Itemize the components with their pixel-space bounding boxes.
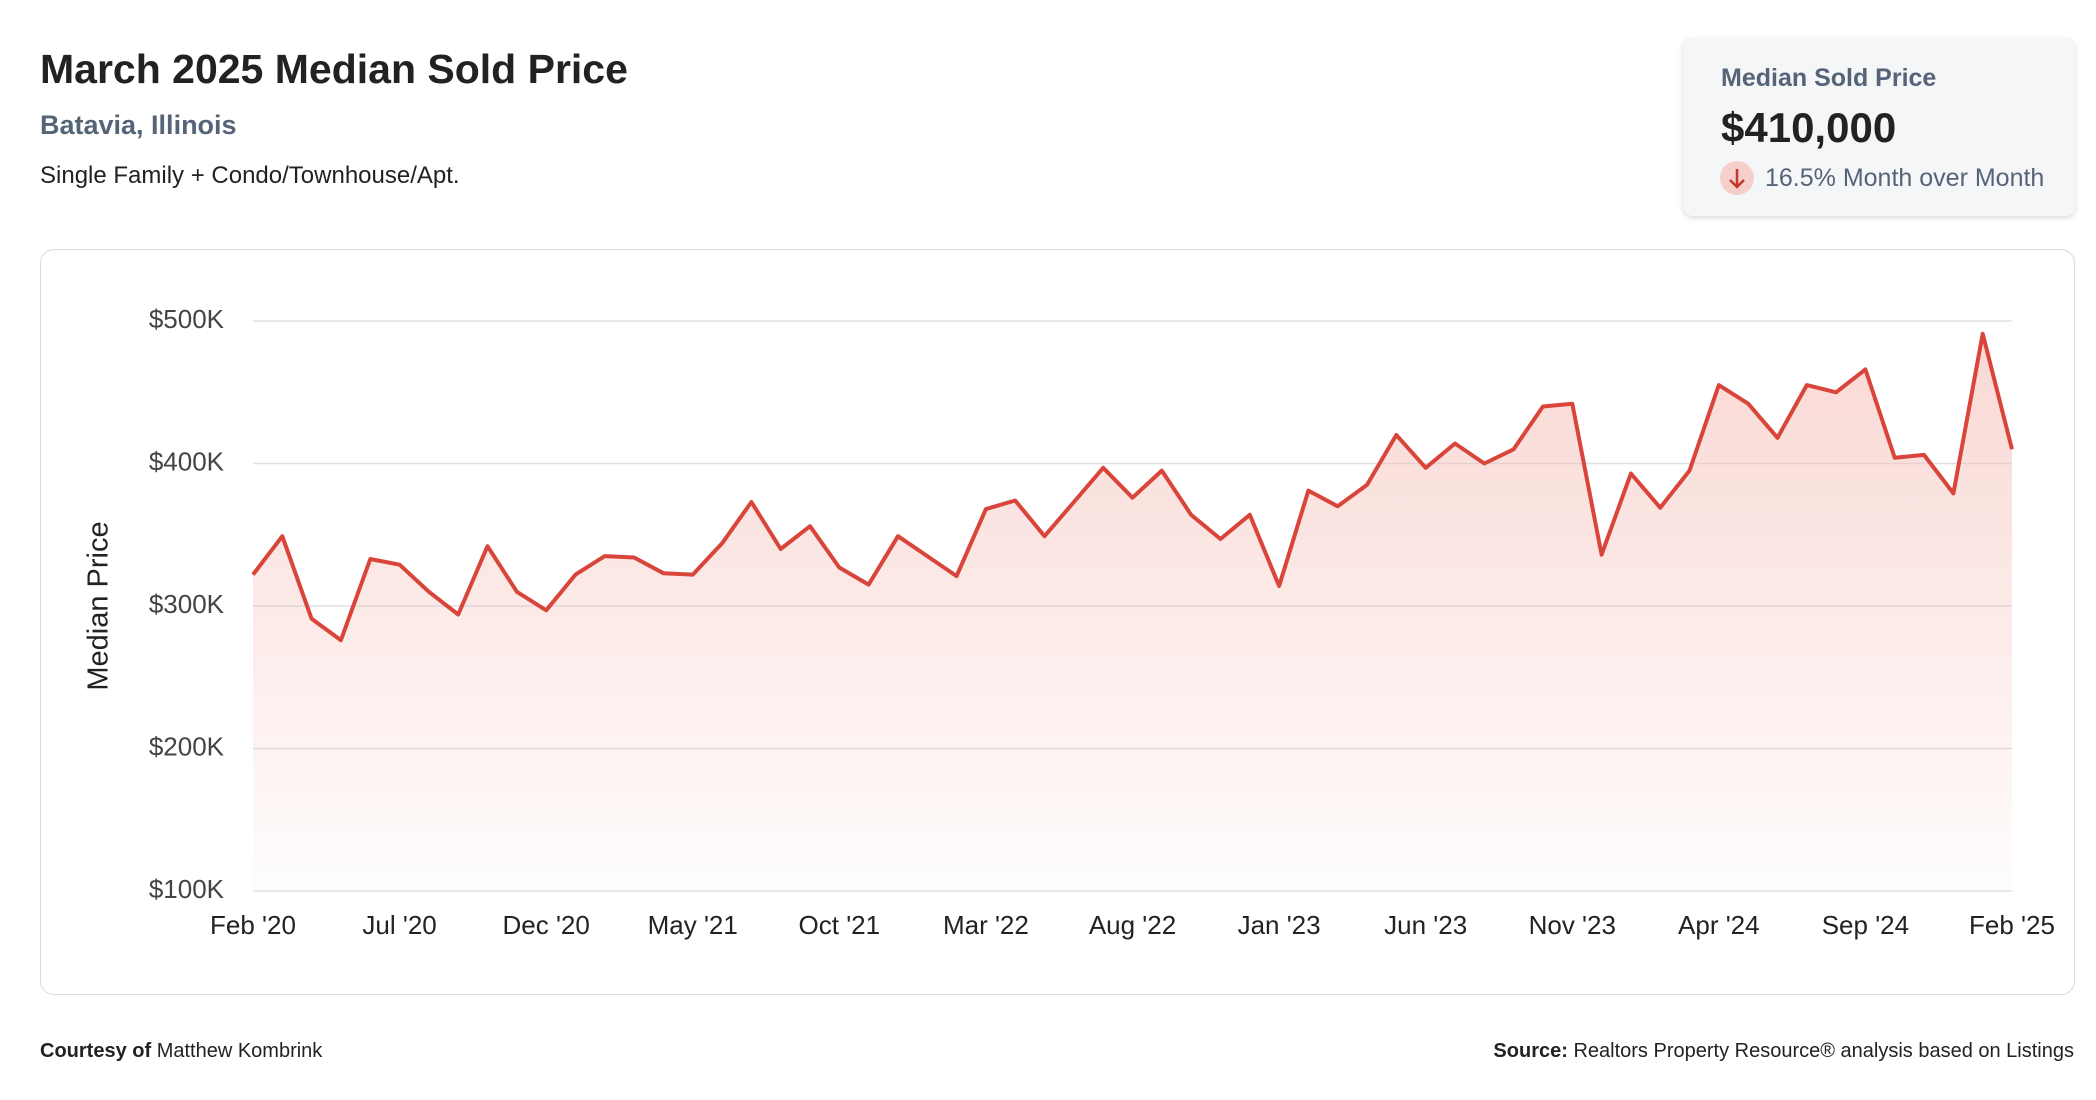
x-tick-label: Mar '22	[943, 910, 1029, 940]
stat-value: $410,000	[1721, 104, 1897, 151]
description: Single Family + Condo/Townhouse/Apt.	[40, 162, 460, 189]
title: March 2025 Median Sold Price	[40, 46, 628, 92]
x-tick-label: Nov '23	[1529, 910, 1616, 940]
x-tick-label: Feb '20	[210, 910, 296, 940]
y-tick-label: $200K	[149, 731, 225, 761]
x-tick-label: Sep '24	[1822, 910, 1909, 940]
source: Source: Realtors Property Resource® anal…	[1493, 1040, 2074, 1063]
y-axis-label: Median Price	[83, 521, 115, 690]
x-tick-label: Oct '21	[799, 910, 881, 940]
y-tick-label: $300K	[149, 589, 225, 619]
x-tick-label: Jan '23	[1238, 910, 1321, 940]
x-tick-label: Jun '23	[1384, 910, 1467, 940]
source-text: Realtors Property Resource® analysis bas…	[1573, 1040, 2074, 1062]
x-tick-label: Apr '24	[1678, 910, 1760, 940]
x-tick-label: Dec '20	[502, 910, 589, 940]
courtesy-name: Matthew Kombrink	[156, 1040, 323, 1062]
x-tick-label: Feb '25	[1969, 910, 2055, 940]
x-tick-label: Aug '22	[1089, 910, 1176, 940]
stat-change: 16.5% Month over Month	[1765, 164, 2045, 192]
subtitle: Batavia, Illinois	[40, 110, 237, 140]
y-tick-label: $100K	[149, 874, 225, 904]
source-label: Source:	[1493, 1040, 1568, 1062]
stat-card: Median Sold Price $410,000 16.5% Month o…	[1683, 38, 2075, 216]
line	[251, 331, 2014, 643]
courtesy: Courtesy of Matthew Kombrink	[40, 1040, 322, 1063]
chart: Median Price $100K $200K $300K $400K $500K Fe…	[83, 304, 2055, 940]
y-tick-label: $500K	[149, 304, 225, 334]
chart-frame	[40, 249, 2075, 995]
courtesy-label: Courtesy of	[40, 1040, 152, 1062]
x-tick-label: Jul '20	[362, 910, 436, 940]
y-tick-label: $400K	[149, 446, 225, 476]
x-tick-label: May '21	[648, 910, 738, 940]
area	[253, 333, 2012, 891]
down-icon	[1720, 161, 1754, 195]
stat-label: Median Sold Price	[1721, 64, 1937, 92]
